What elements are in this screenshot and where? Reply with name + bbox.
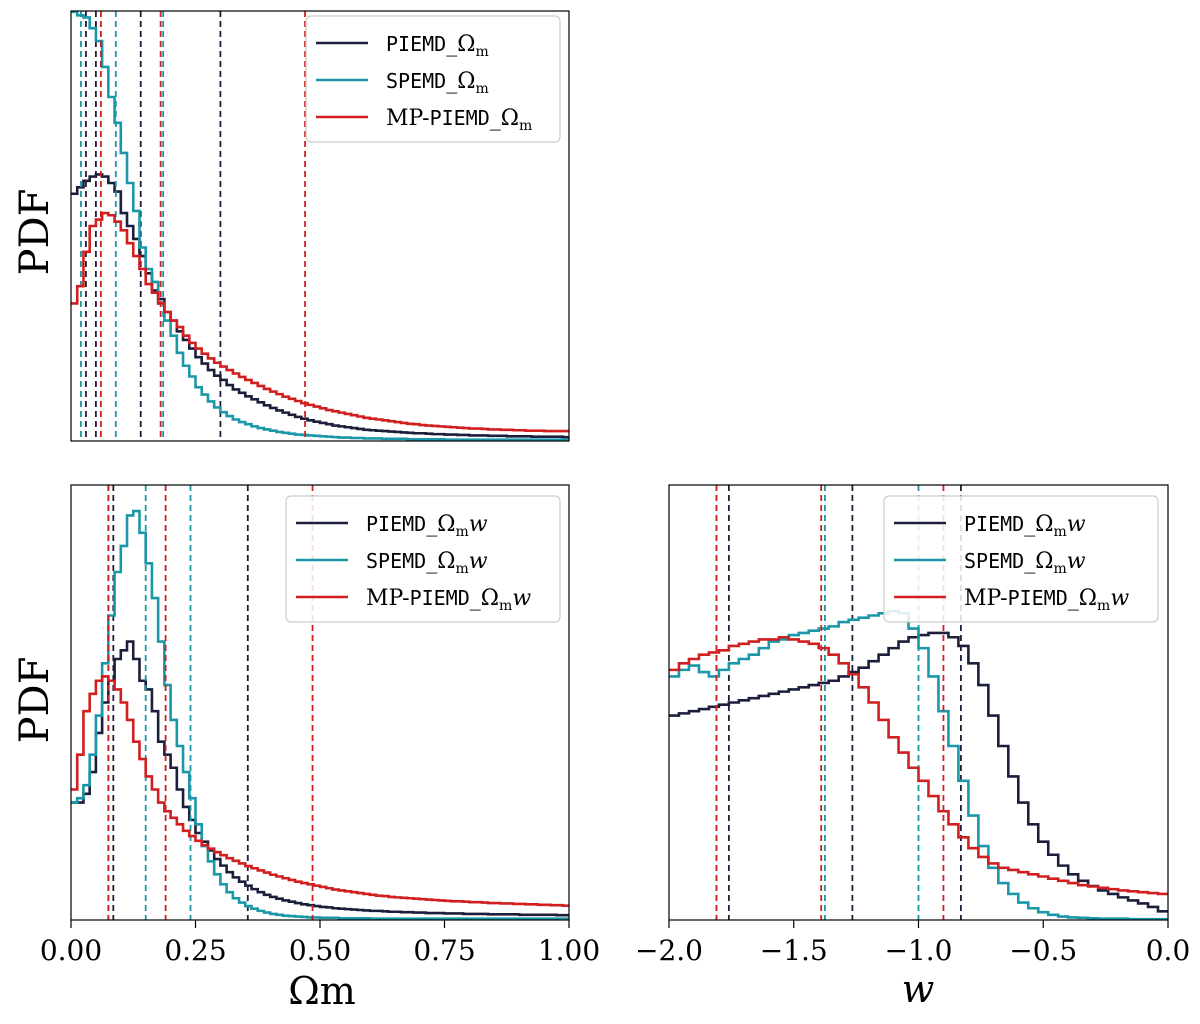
plot-area-top-left: PIEMD_Ωm SPEMD_Ωm MP-PIEMD_Ωm [71, 11, 569, 441]
legend-label-bottom-right-mp-piemd: MP-PIEMD_Ωmw [964, 586, 1129, 614]
legend-label-bottom-left-spemd: SPEMD_Ωmw [366, 549, 488, 577]
histogram-bottom-right-mp-piemd [669, 635, 1168, 896]
legend-label-top-left-spemd: SPEMD_Ωm [386, 69, 489, 97]
legend-box-top-left [305, 15, 561, 143]
xtick-label-bottom-right-1: −1.5 [760, 934, 828, 967]
ylabel-bottom-left: PDF [12, 657, 58, 744]
histogram-top-left-mp-piemd [71, 211, 569, 433]
panel-top-left: PDF PIEMD_Ωm SPEMD_Ωm MP-PIEMD_Ωm [12, 10, 570, 442]
axes-frame-bottom-right [668, 484, 1169, 921]
legend-box-bottom-left [285, 495, 561, 623]
histogram-top-left-piemd [71, 173, 569, 439]
xlabel-bottom-right: w [902, 967, 935, 1011]
legend-label-bottom-left-mp-piemd: MP-PIEMD_Ωmw [366, 586, 531, 614]
xlabel-bottom-left: Ωm [288, 969, 356, 1013]
xtick-label-bottom-left-1: 0.25 [164, 934, 226, 967]
legend-bottom-right: PIEMD_Ωmw SPEMD_Ωmw MP-PIEMD_Ωmw [883, 495, 1159, 623]
legend-top-left: PIEMD_Ωm SPEMD_Ωm MP-PIEMD_Ωm [305, 15, 561, 143]
xtick-label-bottom-left-3: 0.75 [413, 934, 475, 967]
plot-area-bottom-left: 0.00 0.25 0.50 0.75 1.00 PIEMD_Ωmw SPEMD_Ωmw MP… [40, 485, 600, 967]
panel-bottom-left: PDF 0.00 0.25 0.50 0.75 1.00 PIEMD_Ωmw SPEMD_Ω… [12, 484, 600, 1013]
legend-label-bottom-right-spemd: SPEMD_Ωmw [964, 549, 1086, 577]
axes-frame-bottom-left [70, 484, 570, 921]
plot-area-bottom-right: −2.0 −1.5 −1.0 −0.5 0.0 PIEMD_Ωmw SPEMD_Ωmw MP-… [635, 485, 1190, 967]
histogram-bottom-left-spemd [71, 509, 569, 920]
legend-label-top-left-mp-piemd: MP-PIEMD_Ωm [386, 106, 532, 134]
xtick-label-bottom-left-2: 0.50 [289, 934, 351, 967]
histogram-bottom-left-mp-piemd [71, 675, 569, 907]
xtick-label-bottom-left-0: 0.00 [40, 934, 102, 967]
xtick-label-bottom-left-4: 1.00 [538, 934, 600, 967]
legend-label-bottom-left-piemd: PIEMD_Ωmw [366, 512, 488, 540]
ylabel-top-left: PDF [12, 189, 58, 276]
legend-box-bottom-right [883, 495, 1159, 623]
legend-bottom-left: PIEMD_Ωmw SPEMD_Ωmw MP-PIEMD_Ωmw [285, 495, 561, 623]
legend-label-bottom-right-piemd: PIEMD_Ωmw [964, 512, 1086, 540]
panel-bottom-right: −2.0 −1.5 −1.0 −0.5 0.0 PIEMD_Ωmw SPEMD_Ωmw MP-… [635, 484, 1190, 1011]
xtick-label-bottom-right-0: −2.0 [635, 934, 703, 967]
xtick-label-bottom-right-2: −1.0 [885, 934, 953, 967]
xtick-label-bottom-right-3: −0.5 [1009, 934, 1077, 967]
axes-frame-top-left [70, 10, 570, 442]
histogram-top-left-spemd [71, 11, 569, 441]
legend-label-top-left-piemd: PIEMD_Ωm [386, 32, 489, 60]
xtick-label-bottom-right-4: 0.0 [1146, 934, 1191, 967]
